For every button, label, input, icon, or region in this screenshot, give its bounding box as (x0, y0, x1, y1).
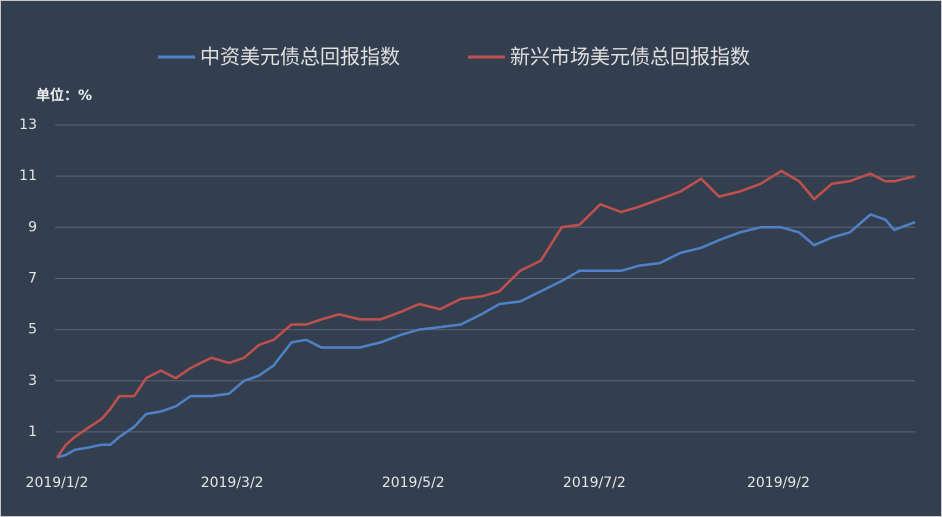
y-tick-label: 3 (28, 373, 37, 389)
y-tick-label: 13 (19, 117, 37, 133)
legend-label: 新兴市场美元债总回报指数 (510, 45, 750, 69)
series-line (56, 213, 916, 459)
y-tick-label: 5 (28, 322, 37, 338)
x-tick-label: 2019/3/2 (201, 475, 264, 491)
unit-label: 单位：% (36, 87, 92, 104)
x-tick-label: 2019/9/2 (747, 475, 810, 491)
x-tick-label: 2019/1/2 (26, 475, 89, 491)
x-tick-label: 2019/5/2 (382, 475, 445, 491)
y-tick-label: 1 (28, 424, 37, 440)
legend-label: 中资美元债总回报指数 (200, 45, 400, 69)
y-tick-label: 11 (19, 168, 37, 184)
y-tick-label: 7 (28, 270, 37, 286)
x-tick-label: 2019/7/2 (563, 475, 626, 491)
series-line (55, 169, 916, 459)
y-tick-label: 9 (28, 219, 37, 235)
